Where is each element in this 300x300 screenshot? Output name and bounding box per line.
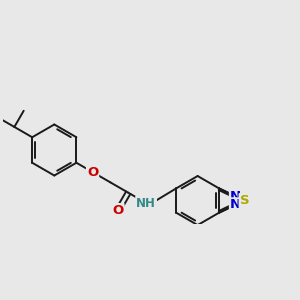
Text: NH: NH bbox=[136, 196, 156, 209]
Text: O: O bbox=[112, 204, 124, 217]
Text: N: N bbox=[230, 198, 241, 211]
Text: S: S bbox=[240, 194, 249, 207]
Text: O: O bbox=[87, 166, 98, 178]
Text: N: N bbox=[230, 190, 241, 203]
